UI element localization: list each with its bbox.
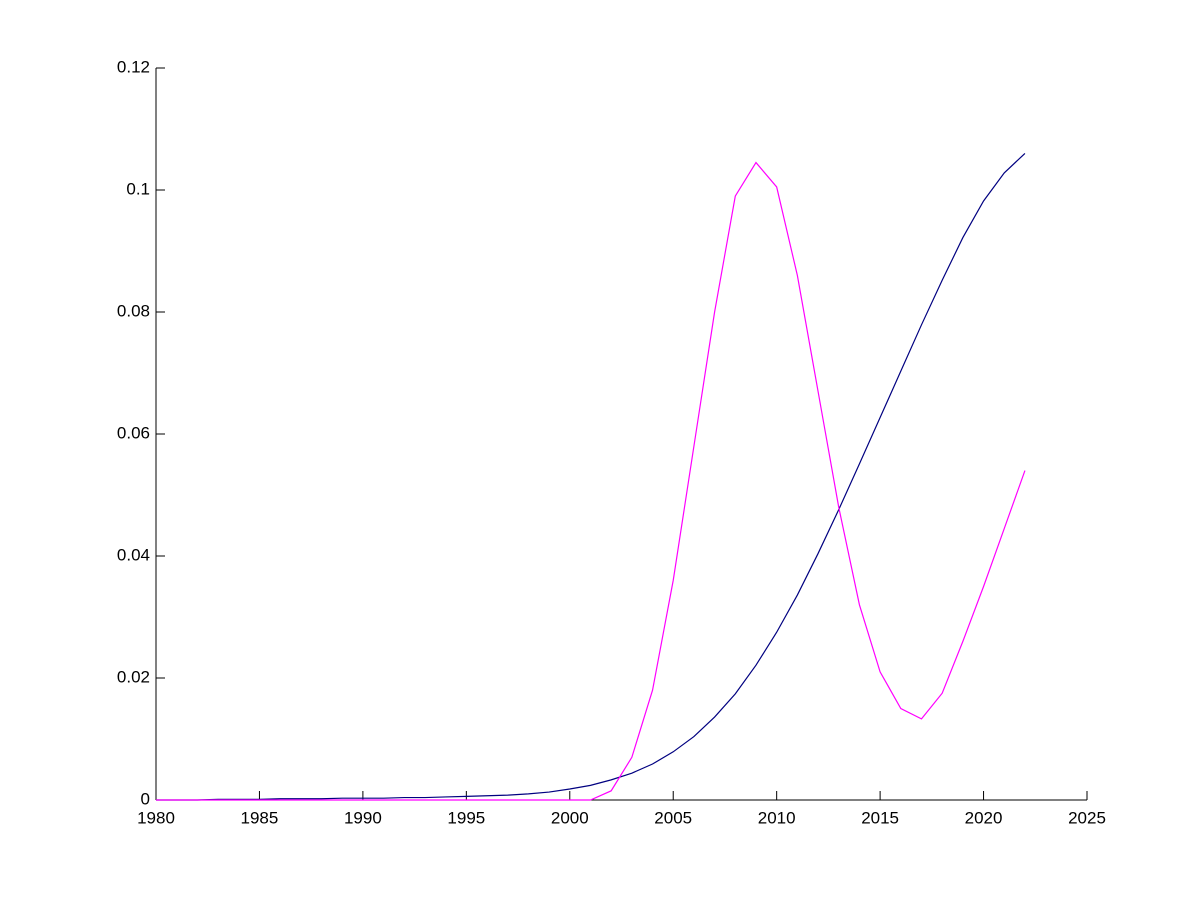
- y-tick-label: 0.08: [117, 301, 150, 320]
- y-tick-label: 0: [141, 789, 150, 808]
- series-line: [156, 152, 1026, 801]
- x-tick-label: 2025: [1068, 808, 1106, 827]
- y-tick-label: 0.12: [117, 57, 150, 76]
- x-tick-label: 2005: [654, 808, 692, 827]
- x-tick-label: 1990: [344, 808, 382, 827]
- x-tick-label: 2015: [861, 808, 899, 827]
- x-tick-label: 1995: [447, 808, 485, 827]
- x-tick-label: 1980: [137, 808, 175, 827]
- y-tick-label: 0.04: [117, 545, 150, 564]
- x-tick-label: 2000: [551, 808, 589, 827]
- x-tick-label: 2020: [965, 808, 1003, 827]
- y-tick-label: 0.06: [117, 423, 150, 442]
- y-tick-label: 0.02: [117, 667, 150, 686]
- x-tick-label: 2010: [758, 808, 796, 827]
- y-tick-label: 0.1: [126, 179, 150, 198]
- x-tick-label: 1985: [241, 808, 279, 827]
- series-line: [156, 161, 1026, 801]
